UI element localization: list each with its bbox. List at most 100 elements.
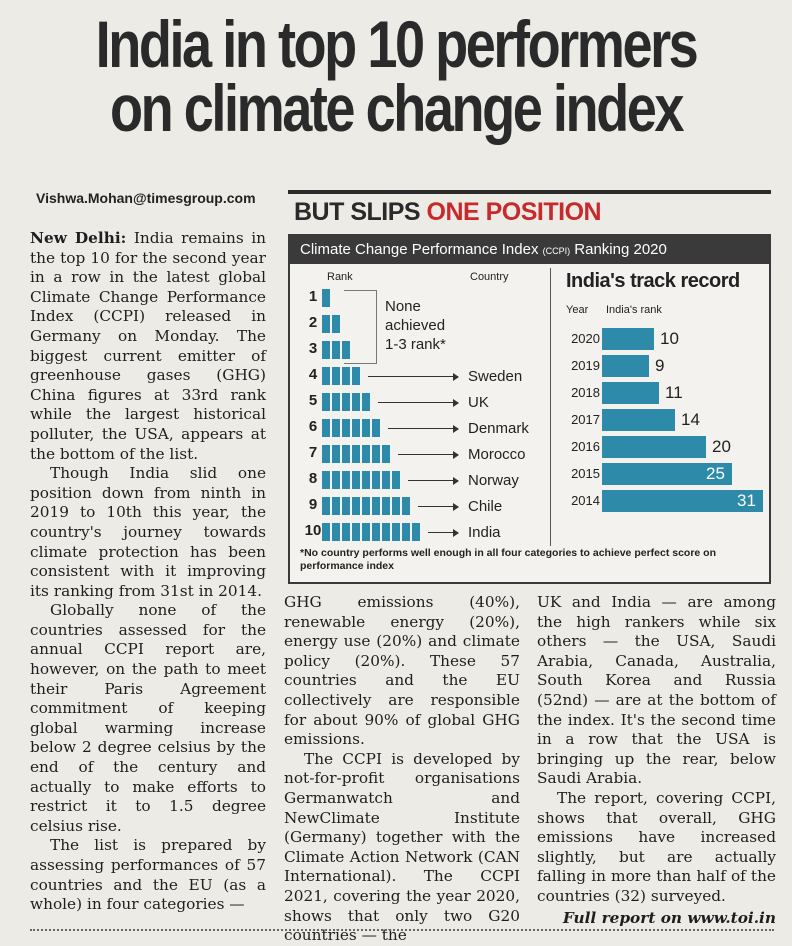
rank-bar [322,367,360,385]
none-achieved-bracket [344,290,377,364]
none-note-line-1: None [385,298,421,315]
country-label: Sweden [468,368,523,385]
track-rank-value: 20 [712,437,731,456]
track-rank-bar [602,409,675,431]
track-record-title: India's track record [566,270,740,292]
byline[interactable]: Vishwa.Mohan@timesgroup.com [36,190,256,206]
track-year: 2014 [571,493,600,508]
rank-bar-cell [342,471,350,489]
rank-number: 10 [304,522,322,539]
none-achieved-note: None achieved 1-3 rank* [385,297,446,354]
rank-bar-cell [342,419,350,437]
rank-bar-cell [382,497,390,515]
paragraph-1-text: India remains in the top 10 for the seco… [30,229,266,463]
headline: India in top 10 performers on climate ch… [71,7,720,141]
rank-bar-cell [352,471,360,489]
rank-bar-cell [362,445,370,463]
rank-number: 2 [308,314,318,331]
country-label: UK [468,394,489,411]
rank-bar-cell [352,393,360,411]
rank-bar-cell [382,523,390,541]
rank-bar-cell [362,523,370,541]
rank-bar-cell [392,523,400,541]
year-column-label: Year [566,304,589,316]
rank-bar-cell [322,393,330,411]
rank-bar-cell [412,523,420,541]
rank-bar [322,497,410,515]
rank-bar-cell [342,497,350,515]
rank-bar-cell [392,471,400,489]
track-year: 2017 [571,412,600,427]
rank-bar-cell [322,445,330,463]
country-label: Denmark [468,420,529,437]
dateline: New Delhi: [30,229,127,247]
full-report-link[interactable]: Full report on www.toi.in [562,908,776,927]
rank-bar-cell [322,367,330,385]
country-pointer-arrow [398,451,459,459]
rank-bar-cell [382,471,390,489]
rank-bar-cell [372,523,380,541]
rank-bar [322,471,400,489]
headline-line-1: India in top 10 performers [95,7,699,81]
india-rank-column-label: India's rank [606,304,662,316]
rank-bar-cell [392,497,400,515]
paragraph-3: Globally none of the countries assessed … [30,601,266,835]
track-rank-value: 14 [681,410,700,429]
rank-bar-cell [332,341,340,359]
rank-bar-cell [322,471,330,489]
country-pointer-arrow [368,373,459,381]
country-label: Chile [468,498,503,515]
rank-bar-cell [382,445,390,463]
rank-bar [322,315,340,333]
rank-bar [322,523,420,541]
infographic-rule [288,190,771,194]
rank-bar-cell [362,393,370,411]
rank-bar-cell [322,315,330,333]
rank-bar-cell [362,497,370,515]
rank-bar-cell [342,341,350,359]
track-year: 2020 [571,331,600,346]
rank-bar-cell [362,471,370,489]
track-rank-bar [602,490,763,512]
track-rank-bar [602,328,654,350]
paragraph-6: The CCPI is developed by not-for-profit … [284,749,520,945]
rank-bar-cell [332,523,340,541]
track-rank-bar [602,382,659,404]
none-note-line-2: achieved [385,317,446,334]
rank-bar [322,393,370,411]
country-pointer-arrow [378,399,459,407]
rank-bar-cell [352,419,360,437]
infographic-heading-part-1: BUT SLIPS [294,198,427,226]
rank-column-label: Rank [327,271,353,283]
track-year: 2019 [571,358,600,373]
track-rank-value: 25 [706,464,725,483]
none-note-line-3: 1-3 rank* [385,336,446,353]
rank-bar-cell [402,523,410,541]
rank-bar-cell [342,523,350,541]
rank-bar [322,445,390,463]
article-column-1: New Delhi: India remains in the top 10 f… [30,229,266,915]
rank-bar-cell [322,289,330,307]
rank-number: 3 [308,340,318,357]
country-pointer-arrow [428,529,459,537]
track-rank-value: 10 [660,329,679,348]
rank-number: 4 [308,366,318,383]
article-column-3: UK and India — are among the high ranker… [537,593,776,928]
track-year: 2016 [571,439,600,454]
rank-bar-cell [372,445,380,463]
rank-bar-cell [332,393,340,411]
rank-bar [322,419,380,437]
track-rank-bar [602,463,732,485]
track-rank-bar [602,436,706,458]
article-column-2: GHG emissions (40%), renewable energy (2… [284,593,520,946]
rank-number: 7 [308,444,318,461]
rank-bar-cell [352,497,360,515]
country-pointer-arrow [388,425,459,433]
rank-bar-cell [322,497,330,515]
track-rank-value: 9 [655,356,665,375]
paragraph-7: UK and India — are among the high ranker… [537,593,776,788]
track-year: 2018 [571,385,600,400]
bottom-dotted-rule [30,929,774,931]
rank-bar-cell [322,341,330,359]
rank-number: 9 [308,496,318,513]
